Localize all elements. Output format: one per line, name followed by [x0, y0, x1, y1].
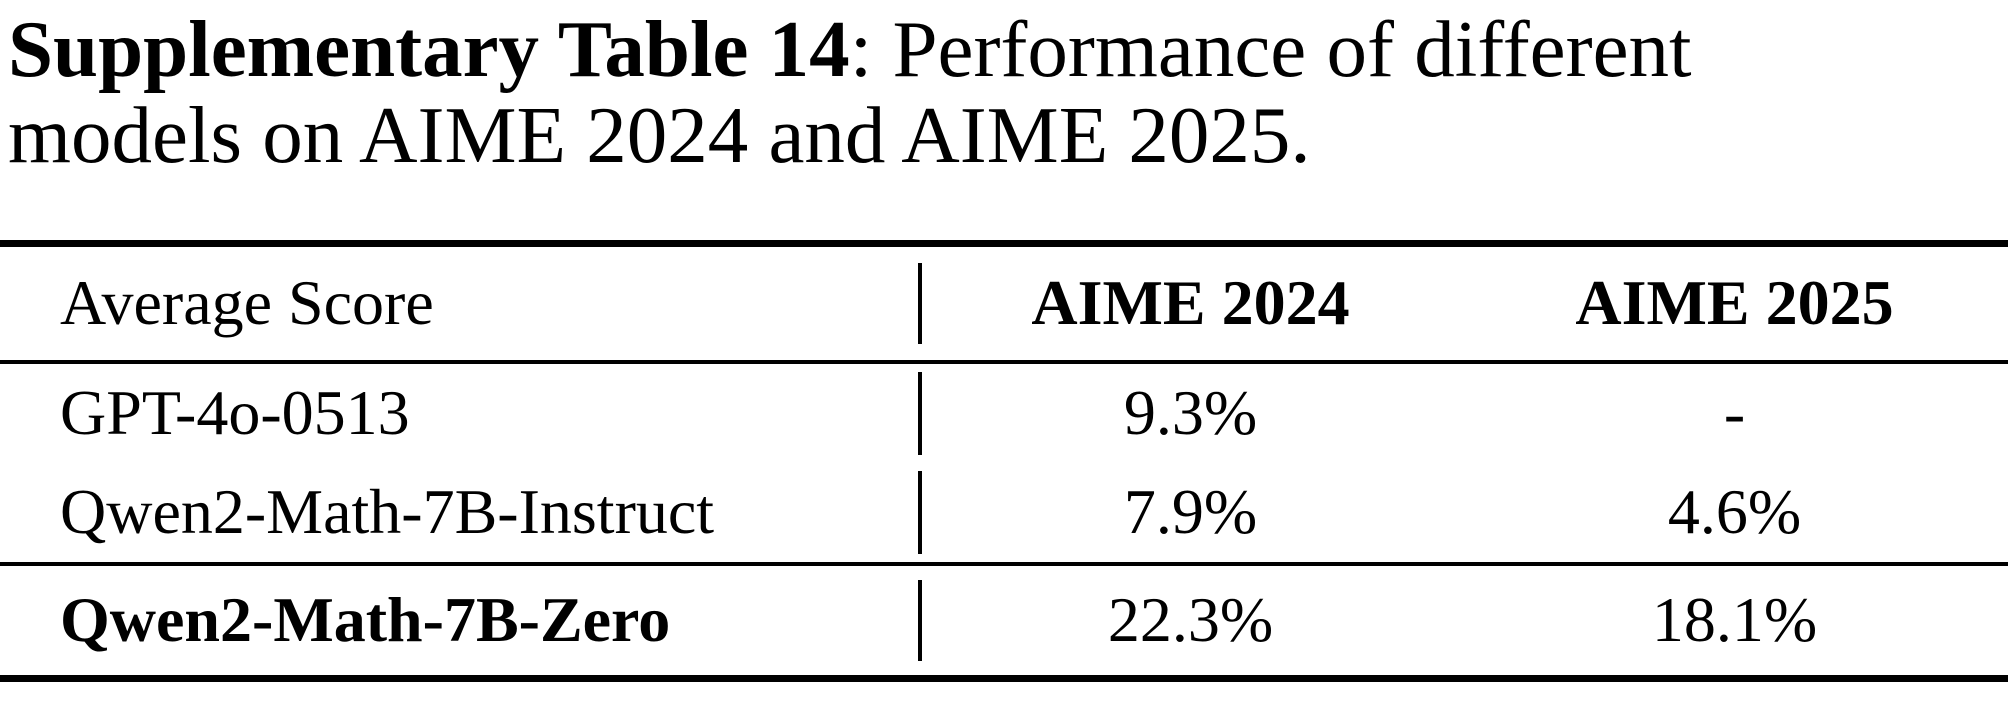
table-caption: Supplementary Table 14: Performance of d… — [8, 6, 1998, 178]
aime-2024-score-cell: 9.3% — [918, 362, 1461, 463]
model-name-cell: Qwen2-Math-7B-Instruct — [60, 476, 715, 547]
table-row-qwen2-math-7b-instruct: Qwen2-Math-7B-Instruct 7.9% 4.6% — [0, 463, 2008, 564]
model-name-cell: GPT-4o-0513 — [60, 377, 410, 448]
results-table: Average Score AIME 2024 AIME 2025 GPT-4o… — [0, 240, 2008, 682]
aime-2024-score-cell: 7.9% — [918, 463, 1461, 564]
caption-text-line2: models on AIME 2024 and AIME 2025. — [8, 90, 1311, 180]
aime-2025-score-cell: - — [1723, 377, 1746, 448]
caption-label: Supplementary Table 14 — [8, 4, 850, 94]
aime-2025-score-cell: 18.1% — [1651, 584, 1818, 656]
column-header-average-score: Average Score — [60, 267, 434, 339]
model-name-cell: Qwen2-Math-7B-Zero — [60, 584, 671, 656]
aime-2024-score-cell: 22.3% — [918, 564, 1461, 679]
header-row: Average Score AIME 2024 AIME 2025 — [0, 244, 2008, 362]
aime-2025-score-cell: 4.6% — [1667, 476, 1802, 547]
caption-line-1: Supplementary Table 14: Performance of d… — [8, 6, 1998, 92]
table-row-qwen2-math-7b-zero: Qwen2-Math-7B-Zero 22.3% 18.1% — [0, 563, 2008, 679]
column-header-aime-2025: AIME 2025 — [1575, 267, 1894, 339]
caption-text-line1: : Performance of different — [849, 4, 1692, 94]
column-header-aime-2024: AIME 2024 — [918, 244, 1461, 362]
table-row-gpt-4o-0513: GPT-4o-0513 9.3% - — [0, 362, 2008, 463]
